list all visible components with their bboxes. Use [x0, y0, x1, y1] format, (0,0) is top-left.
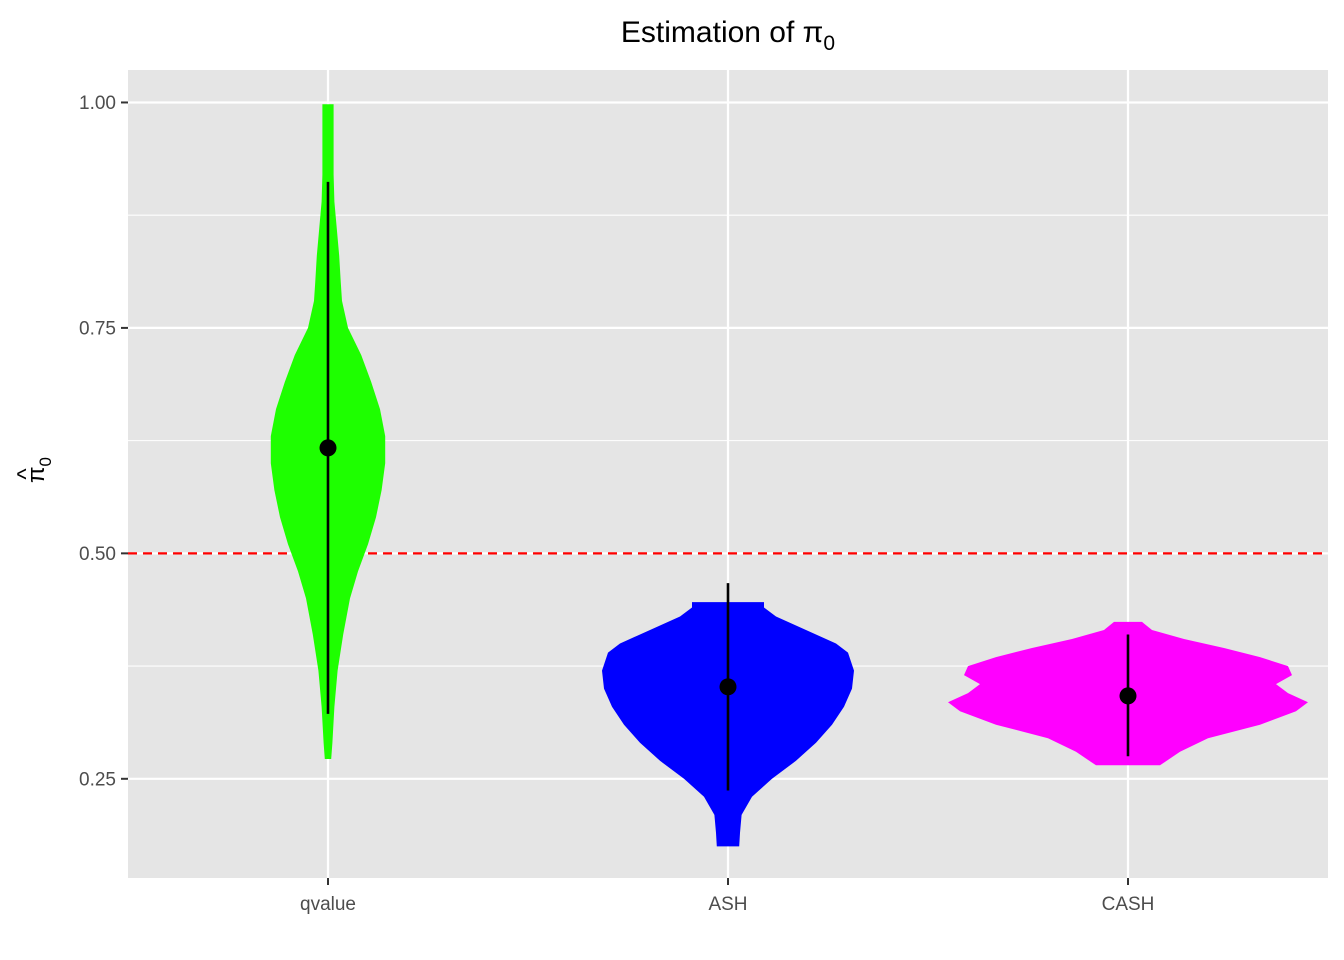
y-tick-label-2: 0.75 — [79, 318, 116, 339]
y-tick-label-1: 0.50 — [79, 544, 116, 565]
y-axis-title-hat: ^ — [13, 468, 40, 480]
y-axis-title-subscript: 0 — [36, 457, 55, 466]
x-tick-label-ASH: ASH — [708, 894, 747, 915]
y-axis-title-symbol: π0 — [23, 457, 55, 483]
y-axis-title: π0 ^ — [13, 457, 55, 483]
y-tick-label-0: 0.25 — [79, 769, 116, 790]
x-tick-label-CASH: CASH — [1102, 894, 1155, 915]
chart-title-subscript: 0 — [823, 32, 835, 55]
point-CASH — [1119, 687, 1137, 705]
x-tick-label-qvalue: qvalue — [300, 894, 356, 915]
point-ASH — [719, 678, 737, 696]
point-qvalue — [319, 439, 337, 457]
chart-title: Estimation of π0 — [621, 16, 835, 55]
y-tick-label-3: 1.00 — [79, 93, 116, 114]
